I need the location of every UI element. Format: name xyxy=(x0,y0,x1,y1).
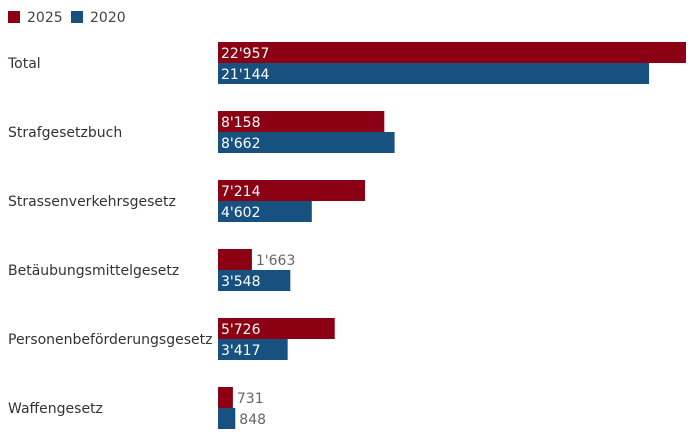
legend: 2025 2020 xyxy=(8,10,126,26)
bar-2025 xyxy=(218,387,233,408)
category-label: Personenbeförderungsgesetz xyxy=(8,332,212,348)
category-label: Total xyxy=(7,56,41,72)
bars xyxy=(218,42,686,429)
value-labels: 22'957 8'158 7'214 1'663 5'726 731 21'144 8'662… xyxy=(221,46,295,428)
bar-2020 xyxy=(218,63,650,84)
legend-swatch-2025 xyxy=(8,11,20,23)
bar-2020 xyxy=(218,132,395,153)
bar-2025 xyxy=(218,42,686,63)
value-label: 8'662 xyxy=(221,136,260,152)
value-label: 22'957 xyxy=(221,46,269,62)
legend-label-2025: 2025 xyxy=(27,10,63,26)
category-label: Waffengesetz xyxy=(8,401,103,417)
value-label: 1'663 xyxy=(256,253,295,269)
value-label: 21'144 xyxy=(221,67,269,83)
legend-label-2020: 2020 xyxy=(90,10,126,26)
category-label: Strassenverkehrsgesetz xyxy=(8,194,176,210)
bar-2025 xyxy=(218,318,335,339)
category-label: Betäubungsmittelgesetz xyxy=(8,263,179,279)
bar-2025 xyxy=(218,249,252,270)
category-labels: Total Strafgesetzbuch Strassenverkehrsgese… xyxy=(7,56,212,417)
bar-2025 xyxy=(218,180,366,201)
value-label: 731 xyxy=(237,391,264,407)
category-label: Strafgesetzbuch xyxy=(8,125,122,141)
bar-2020 xyxy=(218,270,291,291)
value-label: 848 xyxy=(239,412,266,428)
value-label: 3'548 xyxy=(221,274,260,290)
value-label: 8'158 xyxy=(221,115,260,131)
bar-2025 xyxy=(218,111,385,132)
value-label: 5'726 xyxy=(221,322,261,338)
bar-2020 xyxy=(218,201,312,222)
value-label: 7'214 xyxy=(221,184,261,200)
value-label: 3'417 xyxy=(221,343,260,359)
bar-2020 xyxy=(218,339,288,360)
bar-2020 xyxy=(218,408,236,429)
legend-swatch-2020 xyxy=(71,11,83,23)
value-label: 4'602 xyxy=(221,205,260,221)
